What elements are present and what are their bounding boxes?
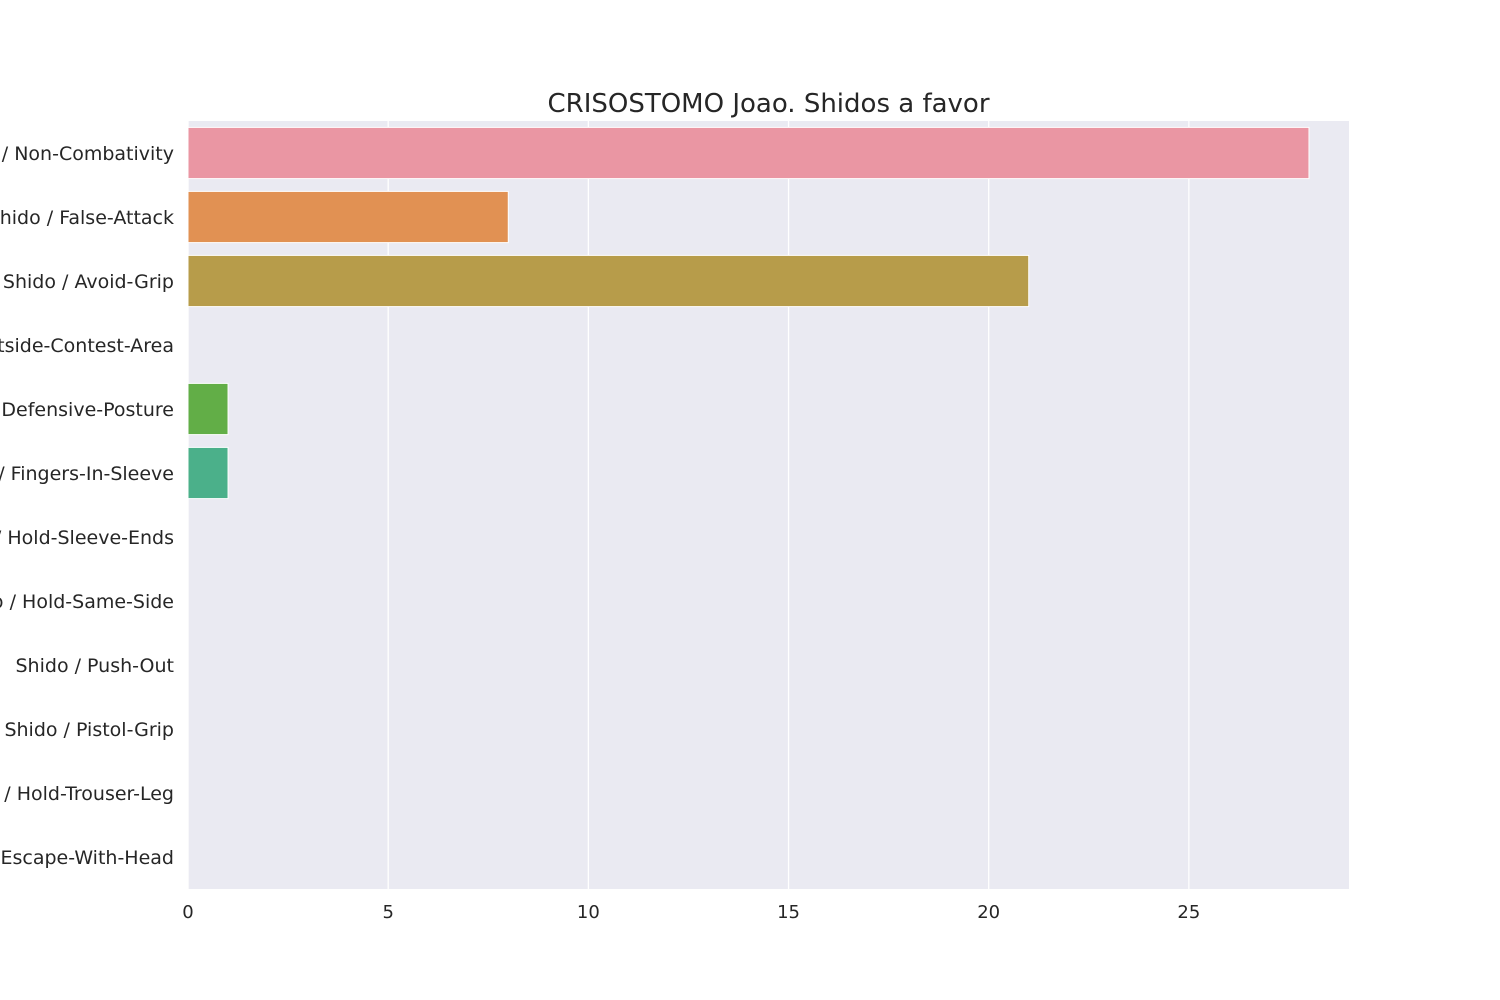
bars	[187, 126, 1310, 500]
x-tick-labels: 0 5 10 15 20 25	[182, 902, 1200, 923]
bar	[187, 382, 229, 436]
plot-background	[188, 121, 1349, 889]
y-tick-label: Shido / Hold-Same-Side	[0, 591, 174, 613]
y-tick-label: Shido / Hold-Sleeve-Ends	[0, 527, 174, 549]
y-tick-label: Shido / Defensive-Posture	[0, 399, 174, 421]
bar	[187, 254, 1030, 308]
x-tick-label: 15	[777, 902, 800, 923]
y-tick-label: Shido / Outside-Contest-Area	[0, 335, 174, 357]
y-tick-label: Shido / Escape-With-Head	[0, 847, 174, 869]
y-tick-labels: Shido / Non-Combativity Shido / False-Att…	[0, 143, 174, 869]
chart-title: CRISOSTOMO Joao. Shidos a favor	[547, 89, 989, 119]
x-tick-label: 5	[382, 902, 393, 923]
x-tick-label: 25	[1177, 902, 1200, 923]
bar	[187, 126, 1310, 180]
y-tick-label: Shido / Push-Out	[16, 655, 175, 677]
y-tick-label: Shido / Avoid-Grip	[3, 271, 174, 293]
y-tick-label: Shido / False-Attack	[0, 207, 174, 229]
x-tick-label: 0	[182, 902, 193, 923]
y-tick-label: Shido / Non-Combativity	[0, 143, 174, 165]
bar	[187, 446, 229, 500]
gridlines	[187, 121, 1190, 889]
y-tick-label: Shido / Fingers-In-Sleeve	[0, 463, 174, 485]
x-tick-label: 10	[577, 902, 600, 923]
x-tick-label: 20	[977, 902, 1000, 923]
y-tick-label: Shido / Pistol-Grip	[4, 719, 174, 741]
bar	[187, 190, 509, 244]
y-tick-label: Shido / Hold-Trouser-Leg	[0, 783, 174, 805]
